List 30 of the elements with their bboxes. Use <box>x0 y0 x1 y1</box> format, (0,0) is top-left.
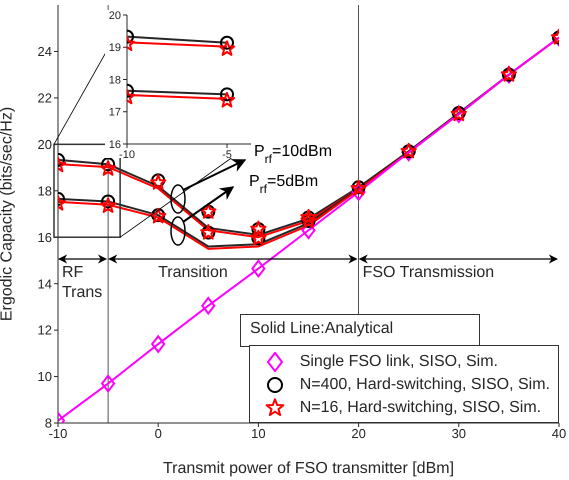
annotation: Solid Line:Analytical <box>250 320 394 338</box>
x-tick-label: 0 <box>154 426 162 442</box>
annotation: FSO Transmission <box>362 264 494 281</box>
y-tick-label: 24 <box>38 44 52 60</box>
x-tick-label: -10 <box>119 148 135 161</box>
y-axis-title: Ergodic Capacity (bits/sec/Hz) <box>0 106 16 322</box>
y-tick-label: 22 <box>38 90 52 106</box>
legend-label: Single FSO link, SISO, Sim. <box>300 352 498 370</box>
annotation: P$_{rf}$=5dBm <box>249 173 318 196</box>
annotation: Transition <box>158 264 228 281</box>
x-tick-label: -5 <box>222 148 232 161</box>
x-tick-label: 10 <box>251 426 266 442</box>
y-tick-label: 17 <box>108 106 121 119</box>
y-tick-label: 16 <box>108 138 121 151</box>
y-tick-label: 14 <box>38 276 52 292</box>
y-tick-label: 20 <box>108 10 121 22</box>
x-axis-title: Transmit power of FSO transmitter [dBm] <box>162 460 454 477</box>
x-tick-label: 20 <box>351 426 366 442</box>
x-tick-label: 30 <box>452 426 466 442</box>
y-tick-label: 12 <box>38 322 52 338</box>
y-tick-label: 16 <box>38 230 52 245</box>
legend-label: N=16, Hard-switching, SISO, Sim. <box>300 398 542 416</box>
annotation: RF Trans <box>62 264 102 301</box>
y-tick-label: 18 <box>38 183 52 198</box>
y-tick-label: 19 <box>108 42 121 54</box>
y-tick-label: 18 <box>108 74 121 86</box>
annotation: P$_{rf}$=10dBm <box>254 143 332 166</box>
legend-label: N=400, Hard-switching, SISO, Sim. <box>300 376 550 394</box>
y-tick-label: 10 <box>38 369 52 384</box>
x-tick-label: 40 <box>552 426 566 442</box>
